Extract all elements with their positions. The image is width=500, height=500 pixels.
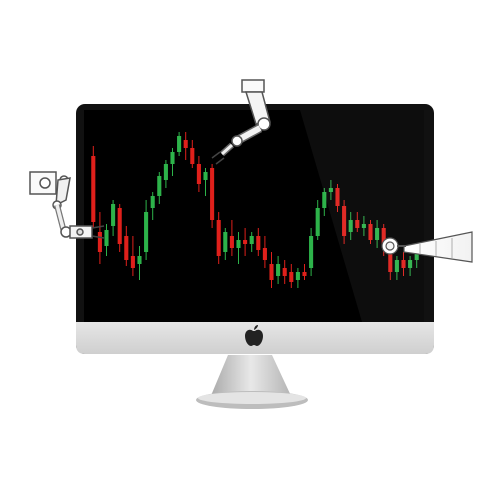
candle-body — [170, 152, 175, 164]
candle-body — [229, 236, 234, 248]
candle-body — [269, 264, 274, 280]
candle-body — [196, 164, 201, 184]
candle-body — [342, 206, 347, 236]
monitor-stand — [196, 355, 308, 409]
candle-body — [243, 240, 248, 244]
candle-body — [282, 268, 287, 276]
candle-body — [315, 208, 320, 236]
candle-body — [414, 252, 419, 260]
candle-body — [111, 204, 116, 226]
candle-body — [190, 148, 195, 164]
candle-body — [276, 264, 281, 276]
screen — [84, 110, 424, 322]
candle-body — [322, 192, 327, 208]
apple-logo-icon — [245, 325, 263, 346]
candle-body — [130, 256, 135, 268]
candle-body — [381, 228, 386, 248]
candle-body — [394, 260, 399, 272]
candle-body — [401, 260, 406, 268]
candle-body — [361, 224, 366, 228]
robot-arm-left-icon — [29, 171, 105, 239]
candle-body — [262, 248, 267, 260]
candle-body — [295, 272, 300, 280]
candle-body — [210, 168, 215, 220]
robot-arm-top-icon — [211, 79, 271, 165]
candle-body — [216, 220, 221, 256]
candle-body — [97, 232, 102, 252]
candle-body — [355, 220, 360, 228]
candle-body — [309, 236, 314, 268]
candle-body — [137, 256, 142, 264]
candle-body — [157, 176, 162, 196]
candle-body — [177, 136, 182, 152]
candle-body — [203, 172, 208, 180]
candle-body — [302, 272, 307, 276]
candle-body — [368, 224, 373, 240]
candle-body — [289, 272, 294, 282]
candle-body — [236, 240, 241, 248]
candle-body — [91, 156, 96, 222]
candle-body — [408, 260, 413, 268]
candlestick-chart — [91, 132, 419, 288]
candle-body — [328, 188, 333, 192]
candle-body — [183, 140, 188, 148]
candle-body — [256, 236, 261, 250]
candle-body — [117, 208, 122, 244]
candle-body — [144, 212, 149, 252]
candle-body — [335, 188, 340, 206]
candle-body — [223, 232, 228, 252]
candle-body — [150, 196, 155, 208]
candle-body — [388, 248, 393, 272]
candle-body — [348, 220, 353, 232]
candle-body — [249, 236, 254, 244]
candle-body — [124, 236, 129, 260]
robot-arm-right-icon — [381, 231, 473, 263]
candle-body — [104, 230, 109, 246]
candle-body — [375, 228, 380, 240]
candle-body — [163, 164, 168, 180]
